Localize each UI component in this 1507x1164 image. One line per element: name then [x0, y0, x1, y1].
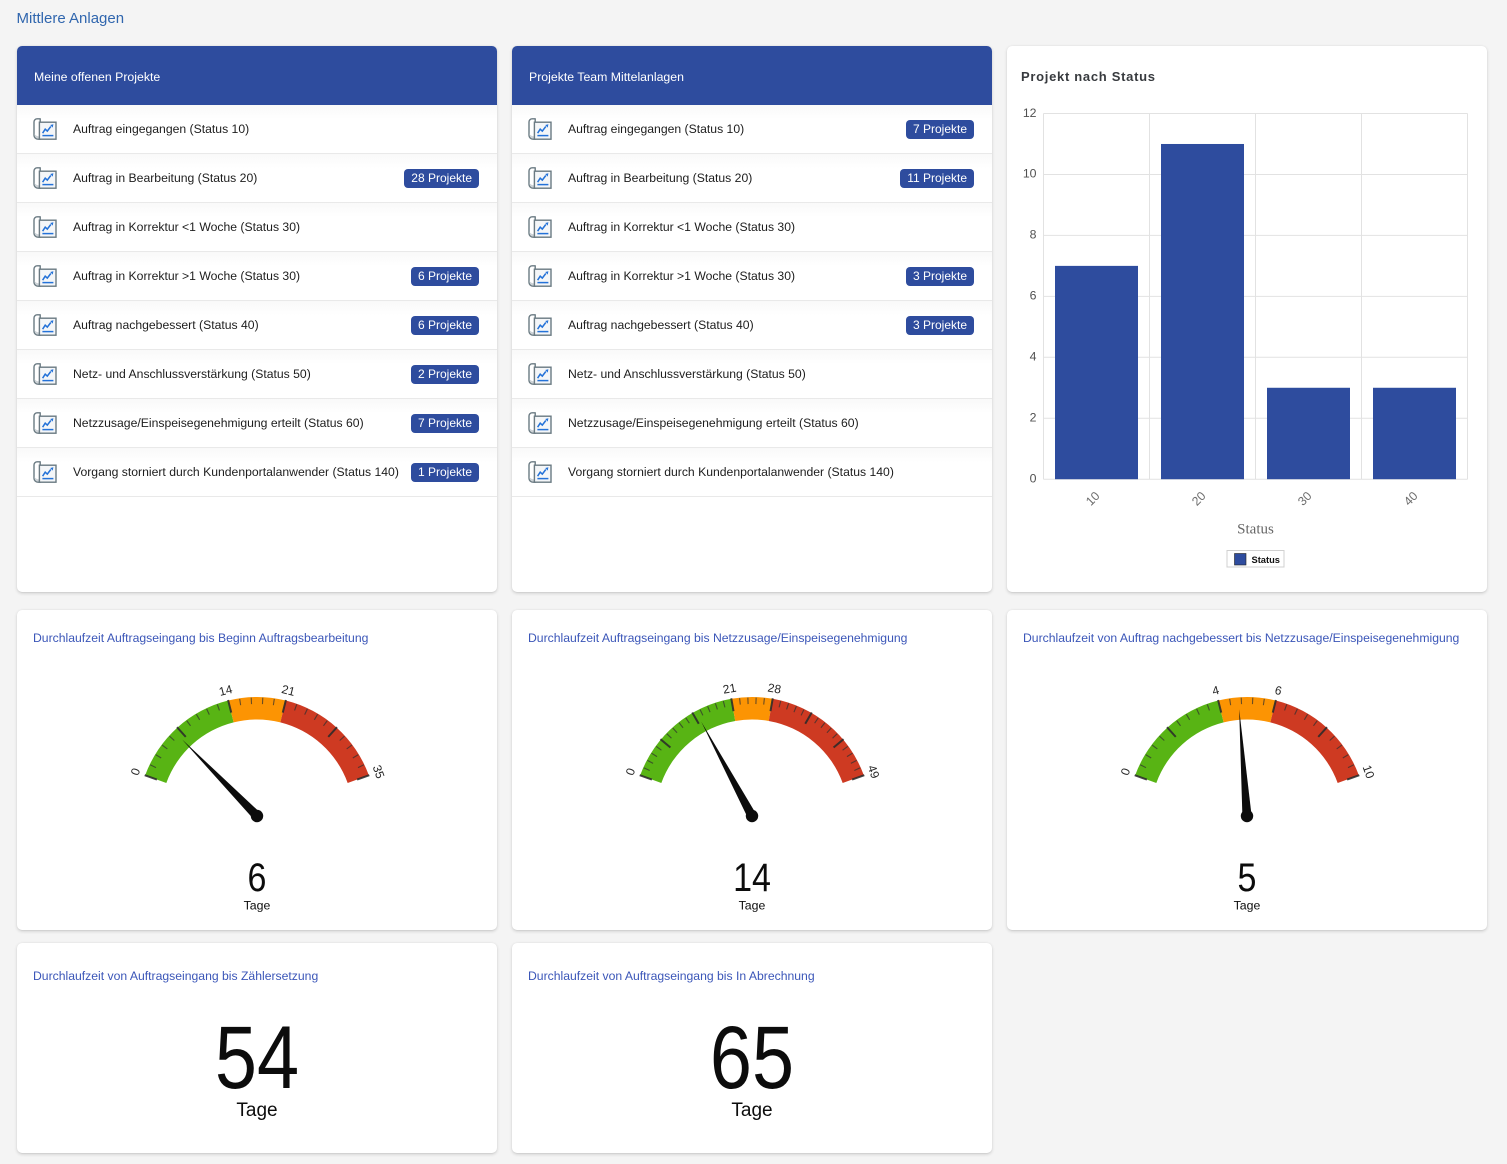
svg-text:6: 6 [1273, 683, 1283, 698]
svg-text:21: 21 [722, 681, 738, 697]
svg-text:20: 20 [1189, 488, 1209, 508]
svg-text:2: 2 [1030, 410, 1037, 424]
svg-text:40: 40 [1401, 488, 1421, 508]
svg-text:0: 0 [1030, 471, 1037, 485]
svg-text:12: 12 [1023, 105, 1037, 119]
svg-text:28: 28 [767, 681, 783, 697]
svg-text:14: 14 [733, 854, 771, 899]
svg-text:10: 10 [1023, 166, 1037, 180]
svg-text:Tage: Tage [244, 899, 271, 913]
svg-text:8: 8 [1030, 227, 1037, 241]
svg-text:0: 0 [1118, 766, 1134, 777]
svg-text:Status: Status [1252, 555, 1280, 565]
svg-text:0: 0 [623, 766, 639, 777]
svg-text:30: 30 [1295, 488, 1315, 508]
svg-text:14: 14 [218, 682, 235, 699]
svg-text:5: 5 [1238, 854, 1257, 899]
svg-text:Projekt nach Status: Projekt nach Status [1021, 68, 1156, 83]
svg-text:Status: Status [1237, 521, 1274, 537]
svg-text:4: 4 [1211, 683, 1221, 698]
svg-text:0: 0 [128, 766, 144, 777]
svg-text:10: 10 [1083, 488, 1103, 508]
svg-text:35: 35 [370, 763, 388, 781]
svg-text:Tage: Tage [739, 899, 766, 913]
svg-text:Tage: Tage [1234, 899, 1261, 913]
svg-text:21: 21 [280, 682, 297, 699]
svg-text:4: 4 [1030, 349, 1037, 363]
svg-text:6: 6 [1030, 288, 1037, 302]
svg-text:49: 49 [865, 763, 883, 781]
svg-text:10: 10 [1360, 763, 1378, 781]
svg-text:6: 6 [248, 854, 267, 899]
